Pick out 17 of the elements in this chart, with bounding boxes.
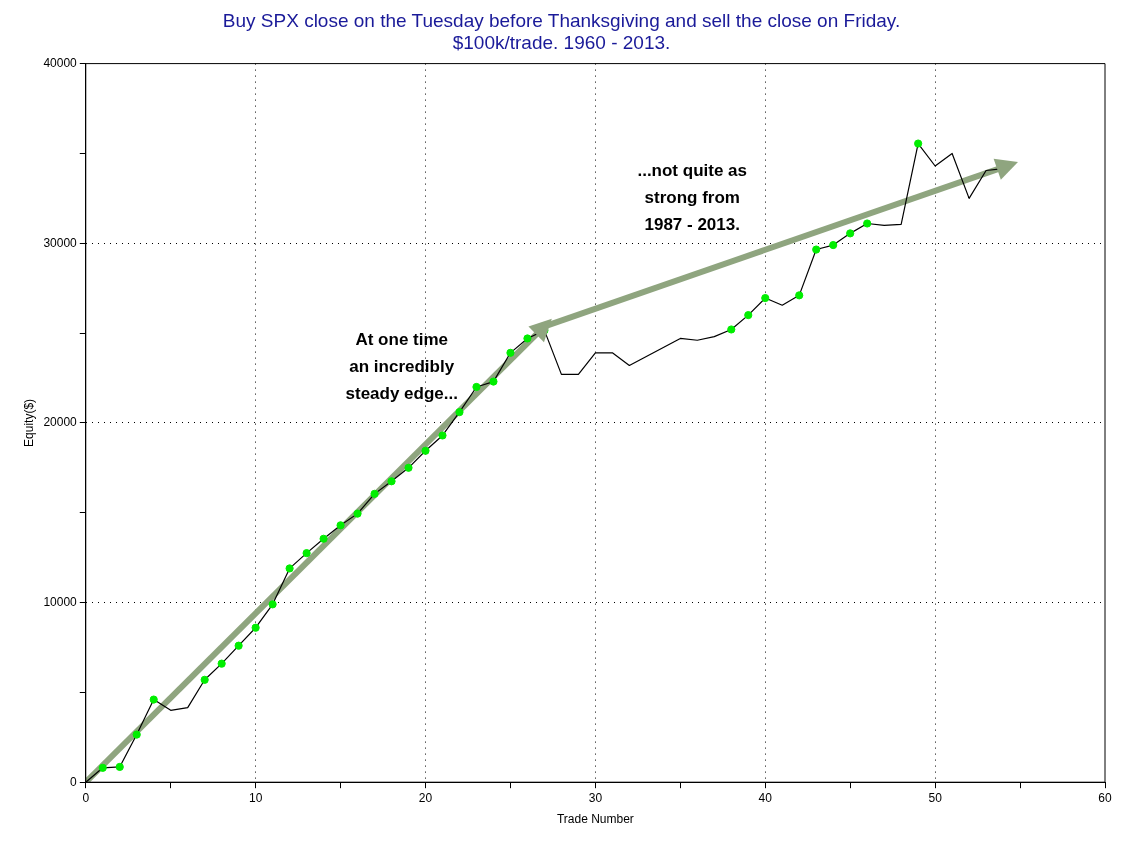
x-tick-label: 30: [588, 790, 603, 805]
annotation: At one time an incredibly steady edge...: [345, 329, 458, 403]
y-tick-label: 0: [70, 774, 78, 789]
x-tick-label: 60: [1098, 790, 1112, 805]
x-tick-label: 40: [758, 790, 773, 805]
x-tick-label: 50: [928, 790, 943, 805]
y-axis-title: Equity($): [21, 398, 36, 447]
y-tick-label: 30000: [43, 235, 78, 250]
chart-title: Buy SPX close on the Tuesday before Thanksgiving and sell the close on Friday. $100k/trade. 1960 - 2013.: [222, 9, 901, 54]
x-tick-label: 20: [418, 790, 433, 805]
y-tick-label: 20000: [43, 415, 78, 430]
x-tick-label: 0: [82, 790, 90, 805]
annotation: ...not quite as strong from 1987 - 2013.: [637, 161, 747, 235]
y-tick-label: 40000: [43, 55, 78, 70]
x-axis-title: Trade Number: [556, 812, 634, 827]
y-tick-label: 10000: [43, 594, 78, 609]
x-tick-label: 10: [248, 790, 263, 805]
